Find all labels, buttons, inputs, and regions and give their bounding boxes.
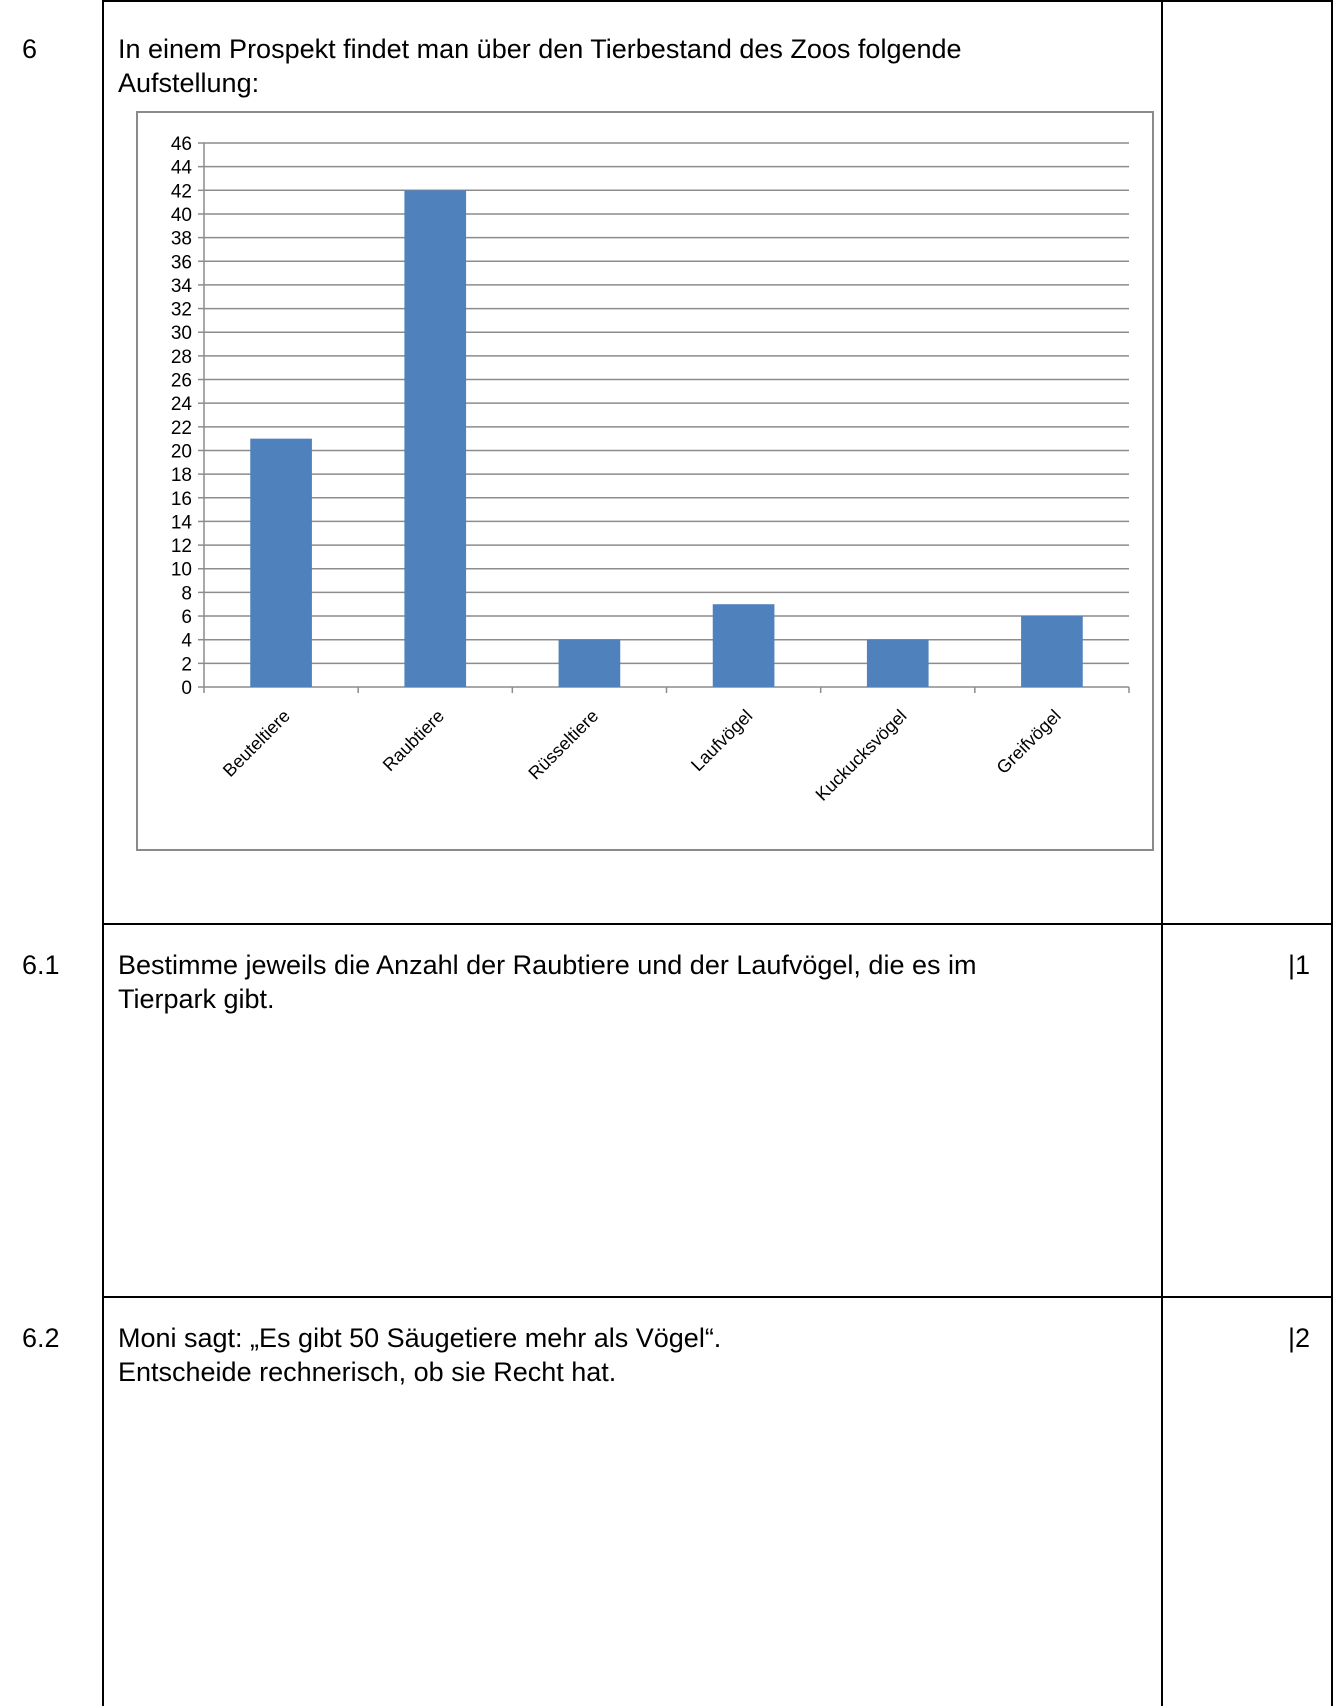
x-tick-label: Greifvögel	[993, 706, 1065, 778]
subtask-points: |2	[1288, 1323, 1311, 1353]
table-border-row1	[102, 923, 1333, 925]
task-intro-line2: Aufstellung:	[118, 68, 260, 98]
y-tick-label: 46	[171, 134, 192, 155]
bar	[404, 190, 467, 687]
y-tick-label: 38	[171, 229, 192, 250]
y-tick-label: 22	[171, 418, 192, 439]
task-intro-line1: In einem Prospekt findet man über den Ti…	[118, 34, 962, 64]
y-tick-label: 34	[171, 276, 193, 297]
y-tick-label: 40	[171, 205, 192, 226]
bar	[866, 639, 929, 687]
table-border-top	[102, 0, 1333, 2]
x-tick-label: Raubtiere	[379, 706, 448, 775]
y-tick-label: 2	[181, 654, 192, 675]
subtask-text-line1: Moni sagt: „Es gibt 50 Säugetiere mehr a…	[118, 1323, 722, 1353]
y-tick-label: 18	[171, 465, 192, 486]
y-tick-label: 24	[171, 394, 193, 415]
subtask-text-line2: Entscheide rechnerisch, ob sie Recht hat…	[118, 1357, 617, 1387]
y-tick-label: 14	[171, 512, 193, 533]
x-tick-label: Beuteltiere	[219, 706, 294, 781]
table-border-right	[1331, 0, 1333, 1706]
y-tick-label: 0	[181, 678, 192, 699]
y-tick-label: 36	[171, 252, 192, 273]
table-border-row2	[102, 1296, 1333, 1298]
subtask-number: 6.1	[22, 950, 60, 980]
y-tick-label: 26	[171, 371, 192, 392]
y-tick-label: 4	[181, 631, 192, 652]
chart-frame: 0 2 4 6 8 10 12 14 16 18 20 22 24 26 28 30 32 34 36 38 40 42 4…	[136, 111, 1154, 851]
table-border-left	[102, 0, 104, 1706]
subtask-text-line2: Tierpark gibt.	[118, 984, 275, 1014]
y-tick-label: 44	[171, 158, 193, 179]
y-tick-label: 6	[181, 607, 192, 628]
bar	[1021, 616, 1083, 687]
subtask-number: 6.2	[22, 1323, 60, 1353]
x-tick-label: Rüsseltiere	[524, 706, 602, 784]
subtask-text-line1: Bestimme jeweils die Anzahl der Raubtier…	[118, 950, 977, 980]
y-tick-label: 42	[171, 181, 192, 202]
x-tick-label: Laufvögel	[687, 706, 756, 775]
bar-chart: 0246810121416182022242628303234363840424…	[171, 134, 1130, 805]
bar	[558, 639, 621, 687]
y-tick-label: 32	[171, 300, 192, 321]
bar	[712, 604, 775, 687]
y-tick-label: 28	[171, 347, 192, 368]
task-number: 6	[22, 34, 38, 64]
y-tick-label: 10	[171, 560, 192, 581]
x-tick-label: Kuckucksvögel	[812, 706, 911, 805]
y-tick-label: 16	[171, 489, 192, 510]
y-tick-label: 12	[171, 536, 192, 557]
subtask-points: |1	[1288, 950, 1311, 980]
bar	[250, 438, 312, 687]
y-tick-label: 8	[181, 583, 192, 604]
y-tick-label: 20	[171, 441, 192, 462]
table-border-col1	[1161, 0, 1163, 1706]
y-tick-label: 30	[171, 323, 192, 344]
